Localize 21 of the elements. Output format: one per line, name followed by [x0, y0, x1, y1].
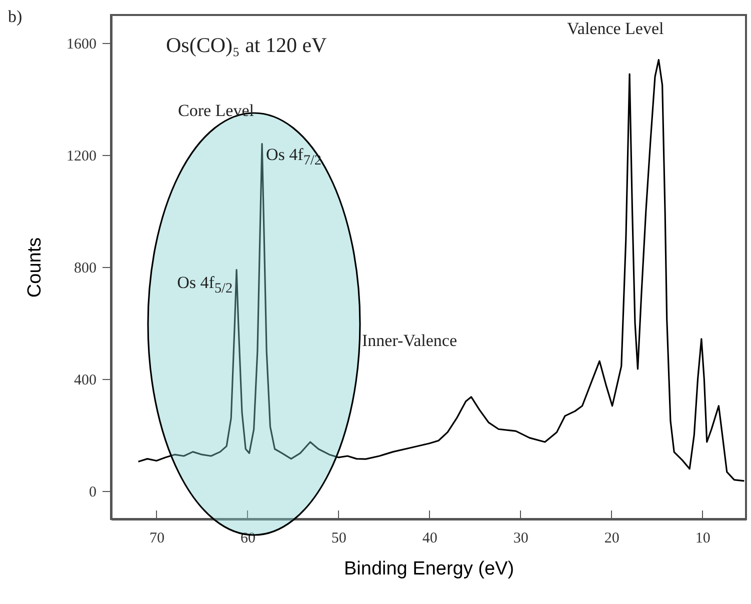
- annotation: Inner-Valence: [362, 331, 457, 350]
- annotation: Os 4f$_{5/2}$: [177, 272, 233, 296]
- x-tick-label: 20: [604, 530, 620, 546]
- annotation: Os 4f$_{7/2}$: [266, 144, 322, 168]
- y-tick-label: 400: [74, 372, 96, 388]
- x-tick-label: 10: [695, 530, 710, 546]
- x-tick-label: 40: [422, 530, 438, 546]
- x-tick-label: 70: [149, 530, 164, 546]
- annotation: Valence Level: [567, 19, 664, 38]
- line-series: [137, 59, 745, 482]
- text: Os(CO)₅ at 120 eV: [166, 33, 327, 57]
- annotation: Core Level: [178, 101, 254, 120]
- x-tick-label: 50: [331, 530, 346, 546]
- x-axis-title: Binding Energy (eV): [344, 558, 514, 580]
- text: b): [8, 7, 22, 26]
- y-tick-label: 0: [89, 484, 96, 500]
- y-axis-title: Counts: [24, 237, 46, 298]
- y-tick-label: 1600: [66, 36, 96, 52]
- x-tick-label: 30: [513, 530, 528, 546]
- y-tick-label: 800: [74, 260, 96, 276]
- y-tick-label: 1200: [66, 148, 96, 164]
